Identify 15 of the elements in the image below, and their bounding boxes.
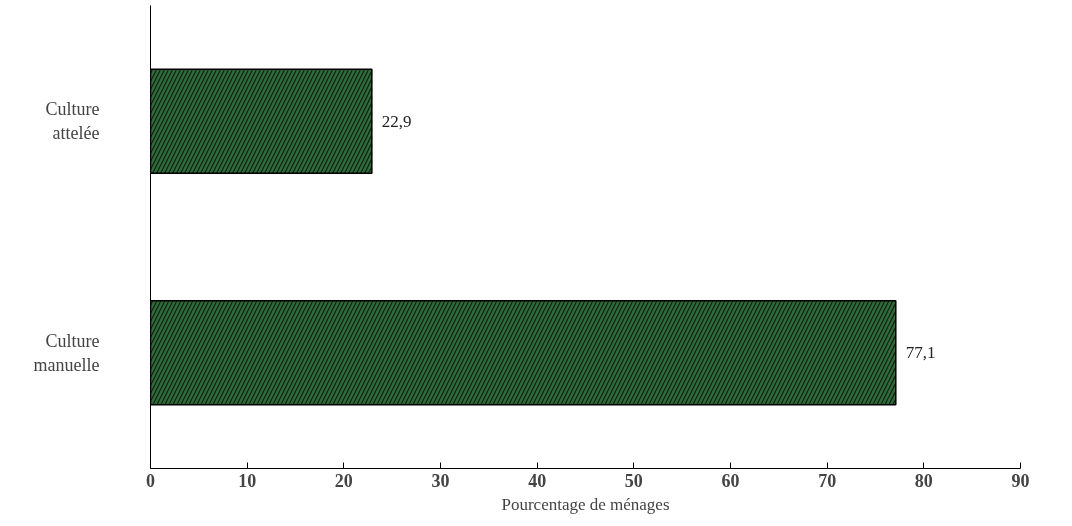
- y-tick-label: Culture manuelle: [33, 330, 100, 375]
- x-tick-label: 50: [624, 470, 643, 491]
- x-axis-title: Pourcentage de ménages: [501, 494, 670, 514]
- x-tick-label: 80: [914, 470, 933, 491]
- data-label: 77,1: [905, 343, 936, 363]
- y-tick-label: Culture attelée: [45, 99, 100, 144]
- x-tick-label: 70: [818, 470, 837, 491]
- x-tick-label: 0: [146, 470, 155, 491]
- data-label: 22,9: [381, 111, 412, 131]
- x-tick-label: 10: [238, 470, 257, 491]
- x-tick-label: 40: [528, 470, 547, 491]
- x-tick-label: 20: [334, 470, 353, 491]
- x-tick-label: 90: [1011, 470, 1030, 491]
- x-tick-label: 60: [721, 470, 740, 491]
- x-tick-label: 30: [431, 470, 450, 491]
